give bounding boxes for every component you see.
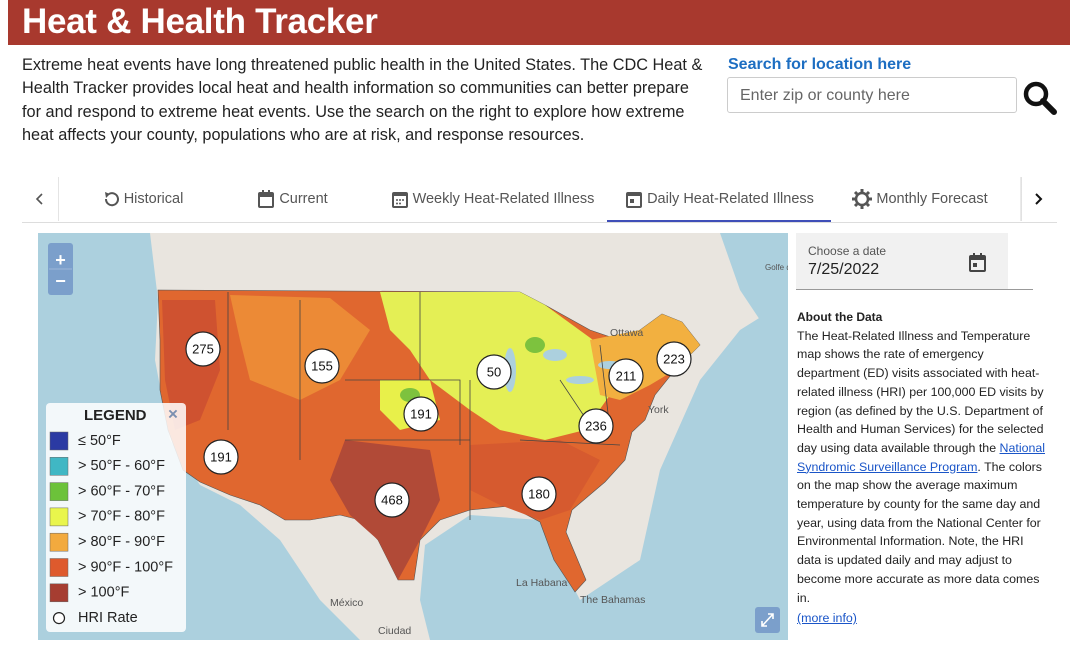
hri-marker <box>608 358 644 394</box>
hri-marker <box>521 476 557 512</box>
search-label: Search for location here <box>728 56 912 73</box>
hri-value: 236 <box>585 418 607 433</box>
legend-swatch <box>49 583 69 603</box>
hri-marker <box>203 439 239 475</box>
legend-label: > 100°F <box>78 585 129 601</box>
zoom-out[interactable]: − <box>55 271 66 291</box>
date-picker[interactable]: Choose a date 7/25/2022 <box>796 233 1008 289</box>
zoom-in[interactable]: + <box>55 250 66 270</box>
legend-label: ≤ 50°F <box>78 433 121 449</box>
tab-icon <box>104 192 119 207</box>
tab-prev[interactable] <box>32 191 48 207</box>
tab-label: Current <box>279 191 328 207</box>
date-label: Choose a date <box>808 244 887 258</box>
legend: LEGEND × ≤ 50°F > 50°F - 60°F > 60°F - 70°… <box>46 403 186 632</box>
legend-label: > 80°F - 90°F <box>78 534 165 550</box>
tab-bar: Historical Current Weekly Heat-Related I… <box>22 177 1057 223</box>
hri-marker <box>185 331 221 367</box>
about-text: The Heat-Related Illness and Temperature… <box>797 328 1044 455</box>
date-value: 7/25/2022 <box>808 261 880 278</box>
tab[interactable]: Daily Heat-Related Illness <box>607 177 831 222</box>
hri-value: 223 <box>663 351 685 366</box>
nssp-link[interactable]: National Syndromic Surveillance Program <box>797 440 1045 474</box>
tab-label: Monthly Forecast <box>876 191 988 207</box>
hri-marker <box>304 348 340 384</box>
tab-label: Daily Heat-Related Illness <box>647 190 814 207</box>
place-label: México <box>330 597 363 609</box>
intro: Extreme heat events have long threatened… <box>22 56 703 144</box>
tab-label: Weekly Heat-Related Illness <box>412 191 595 207</box>
legend-label: > 70°F - 80°F <box>78 509 165 525</box>
legend-title: LEGEND <box>84 407 147 424</box>
hri-marker <box>656 341 692 377</box>
legend-swatch <box>49 558 69 577</box>
legend-swatch <box>49 507 69 527</box>
place-label: Ottawa <box>610 327 643 339</box>
about-title: About the Data <box>797 310 883 324</box>
calendar-icon <box>969 253 986 272</box>
hri-value: 191 <box>210 449 232 464</box>
tab-icon <box>626 191 643 208</box>
hri-marker <box>403 396 439 432</box>
place-label: La Habana <box>516 577 568 589</box>
legend-graphic: LEGEND × ≤ 50°F > 50°F - 60°F > 60°F - 70°… <box>49 404 178 626</box>
header: Heat & Health Tracker <box>8 0 1070 45</box>
hri-marker <box>578 408 614 444</box>
tab[interactable]: Current <box>242 177 342 221</box>
tab-icon <box>258 190 275 208</box>
about: About the Data The Heat-Related Illness a… <box>797 308 1047 628</box>
more-info-link[interactable]: (more info) <box>797 611 857 626</box>
hri-marker <box>374 482 410 518</box>
hri-value: 211 <box>616 368 637 383</box>
tab-next[interactable] <box>1031 191 1047 207</box>
tab[interactable]: Monthly Forecast <box>847 177 992 221</box>
tab-icon <box>391 192 408 208</box>
tab[interactable]: Weekly Heat-Related Illness <box>382 177 602 221</box>
hri-marker <box>476 354 512 390</box>
legend-label: > 90°F - 100°F <box>78 559 173 575</box>
hri-value: 180 <box>528 486 550 501</box>
place-label: The Bahamas <box>580 594 645 606</box>
place-label: York <box>648 404 669 416</box>
legend-label: > 50°F - 60°F <box>78 458 165 474</box>
tab-label: Historical <box>123 191 184 207</box>
place-label: Golfe du Saint-Laurent <box>765 263 788 272</box>
hri-value: 155 <box>311 358 333 373</box>
search-input[interactable]: Enter zip or county here <box>727 77 1017 113</box>
legend-hri-symbol <box>52 612 66 625</box>
legend-close[interactable]: × <box>168 404 178 423</box>
legend-label: HRI Rate <box>78 610 138 626</box>
hri-value: 275 <box>192 341 214 356</box>
search-button[interactable] <box>1020 78 1060 118</box>
hri-value: 191 <box>410 406 432 421</box>
title: Heat & Health Tracker <box>22 2 378 41</box>
tab[interactable]: Historical <box>82 177 202 221</box>
tab-icon <box>852 189 873 209</box>
legend-label: > 60°F - 70°F <box>78 483 165 499</box>
legend-swatch <box>49 482 69 501</box>
legend-swatch <box>49 457 69 476</box>
about-text: . The colors on the map show the average… <box>797 459 1042 605</box>
hri-value: 468 <box>381 492 403 507</box>
place-label: Ciudad <box>378 625 411 637</box>
legend-swatch <box>49 532 69 552</box>
legend-swatch <box>49 431 69 451</box>
hri-value: 50 <box>487 364 501 379</box>
